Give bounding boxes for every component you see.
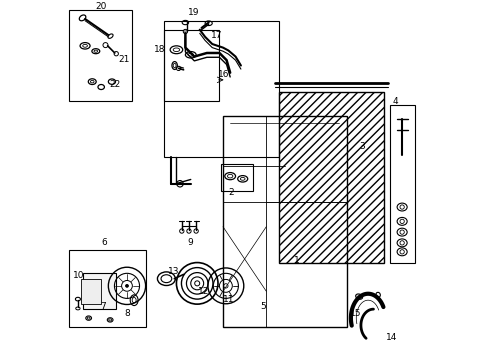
Text: 4: 4 — [391, 97, 397, 106]
Circle shape — [125, 284, 128, 287]
Bar — [69, 250, 146, 327]
Bar — [163, 21, 278, 157]
Text: 8: 8 — [124, 309, 130, 318]
Text: 20: 20 — [95, 2, 107, 11]
Text: 19: 19 — [187, 8, 199, 17]
Text: 12: 12 — [198, 287, 209, 296]
Text: 7: 7 — [100, 302, 106, 311]
Text: 11: 11 — [223, 294, 234, 303]
Bar — [163, 30, 219, 102]
Text: 17: 17 — [210, 31, 222, 40]
Text: 1: 1 — [294, 256, 300, 265]
Text: 2: 2 — [228, 188, 234, 197]
Circle shape — [183, 29, 187, 33]
Text: 6: 6 — [101, 238, 107, 247]
Text: 9: 9 — [187, 238, 193, 247]
Text: 21: 21 — [118, 55, 129, 64]
Ellipse shape — [355, 294, 362, 299]
Text: 10: 10 — [73, 271, 84, 280]
Text: 3: 3 — [358, 141, 364, 150]
Bar — [221, 164, 253, 191]
Text: 18: 18 — [154, 45, 165, 54]
Text: 13: 13 — [167, 267, 179, 276]
Bar — [278, 93, 384, 262]
Bar — [389, 105, 414, 262]
Bar — [83, 273, 115, 309]
Text: 16: 16 — [217, 70, 229, 79]
Text: 22: 22 — [109, 80, 120, 89]
Bar — [81, 279, 101, 304]
Text: 5: 5 — [260, 302, 266, 311]
Bar — [223, 116, 346, 327]
Text: 15: 15 — [349, 309, 361, 318]
Bar — [69, 10, 131, 102]
Text: 14: 14 — [385, 333, 397, 342]
